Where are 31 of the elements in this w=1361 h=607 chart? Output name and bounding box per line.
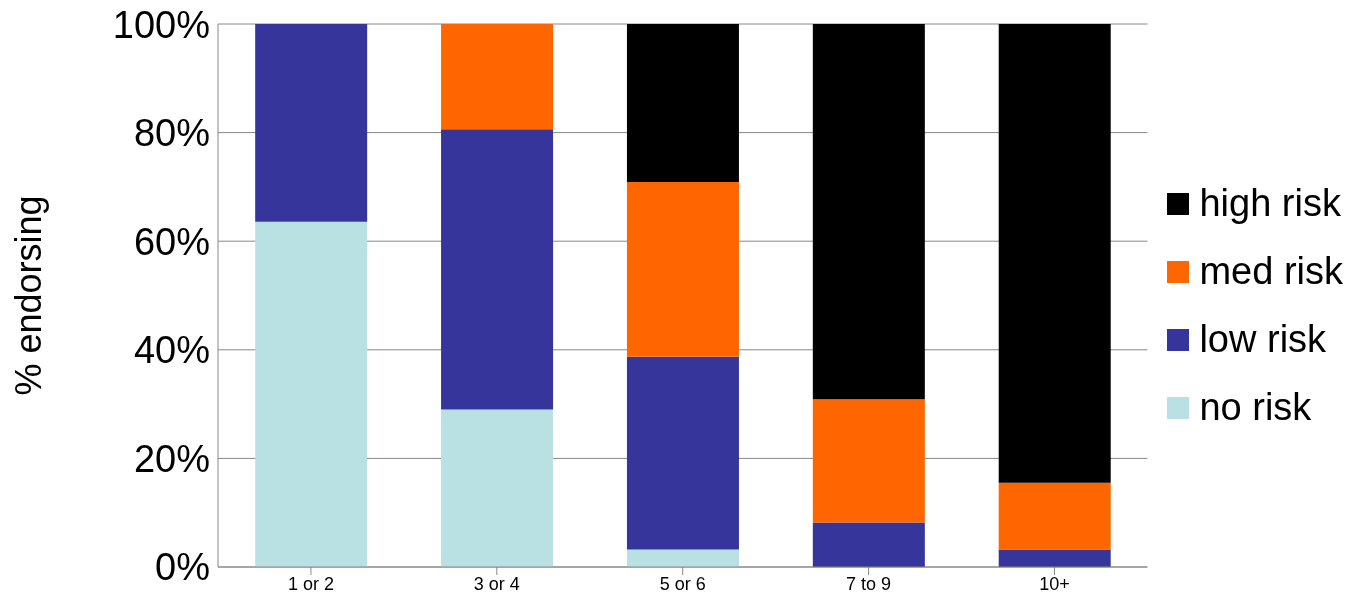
bar [626,356,739,550]
x-tick-label: 5 or 6 [659,573,706,594]
bar [998,482,1111,550]
y-tick-label: 60% [133,220,210,263]
x-tick-label: 7 to 9 [846,573,892,594]
bar [998,24,1111,483]
y-tick-label: 40% [133,329,210,372]
y-tick-label: 0% [155,546,210,589]
bar [255,24,368,222]
bar [998,549,1111,567]
x-tick-label: 10+ [1039,573,1070,594]
bar [441,129,554,410]
bar [626,182,739,357]
x-tick-label: 1 or 2 [287,573,334,594]
y-axis-title: % endorsing [7,195,49,396]
bar [255,221,368,567]
bar [812,24,925,400]
y-tick-label: 20% [133,437,210,480]
y-tick-label: 80% [133,112,210,155]
legend-label: low risk [1199,318,1327,361]
x-tick-label: 3 or 4 [473,573,520,594]
bar [441,409,554,567]
legend-label: no risk [1199,386,1312,429]
bar [812,399,925,523]
legend-label: high risk [1199,182,1341,225]
y-tick-label: 100% [112,3,210,46]
bar [441,24,554,130]
legend-label: med risk [1199,250,1343,293]
bar [626,24,739,183]
bar [812,522,925,567]
bar [626,549,739,567]
